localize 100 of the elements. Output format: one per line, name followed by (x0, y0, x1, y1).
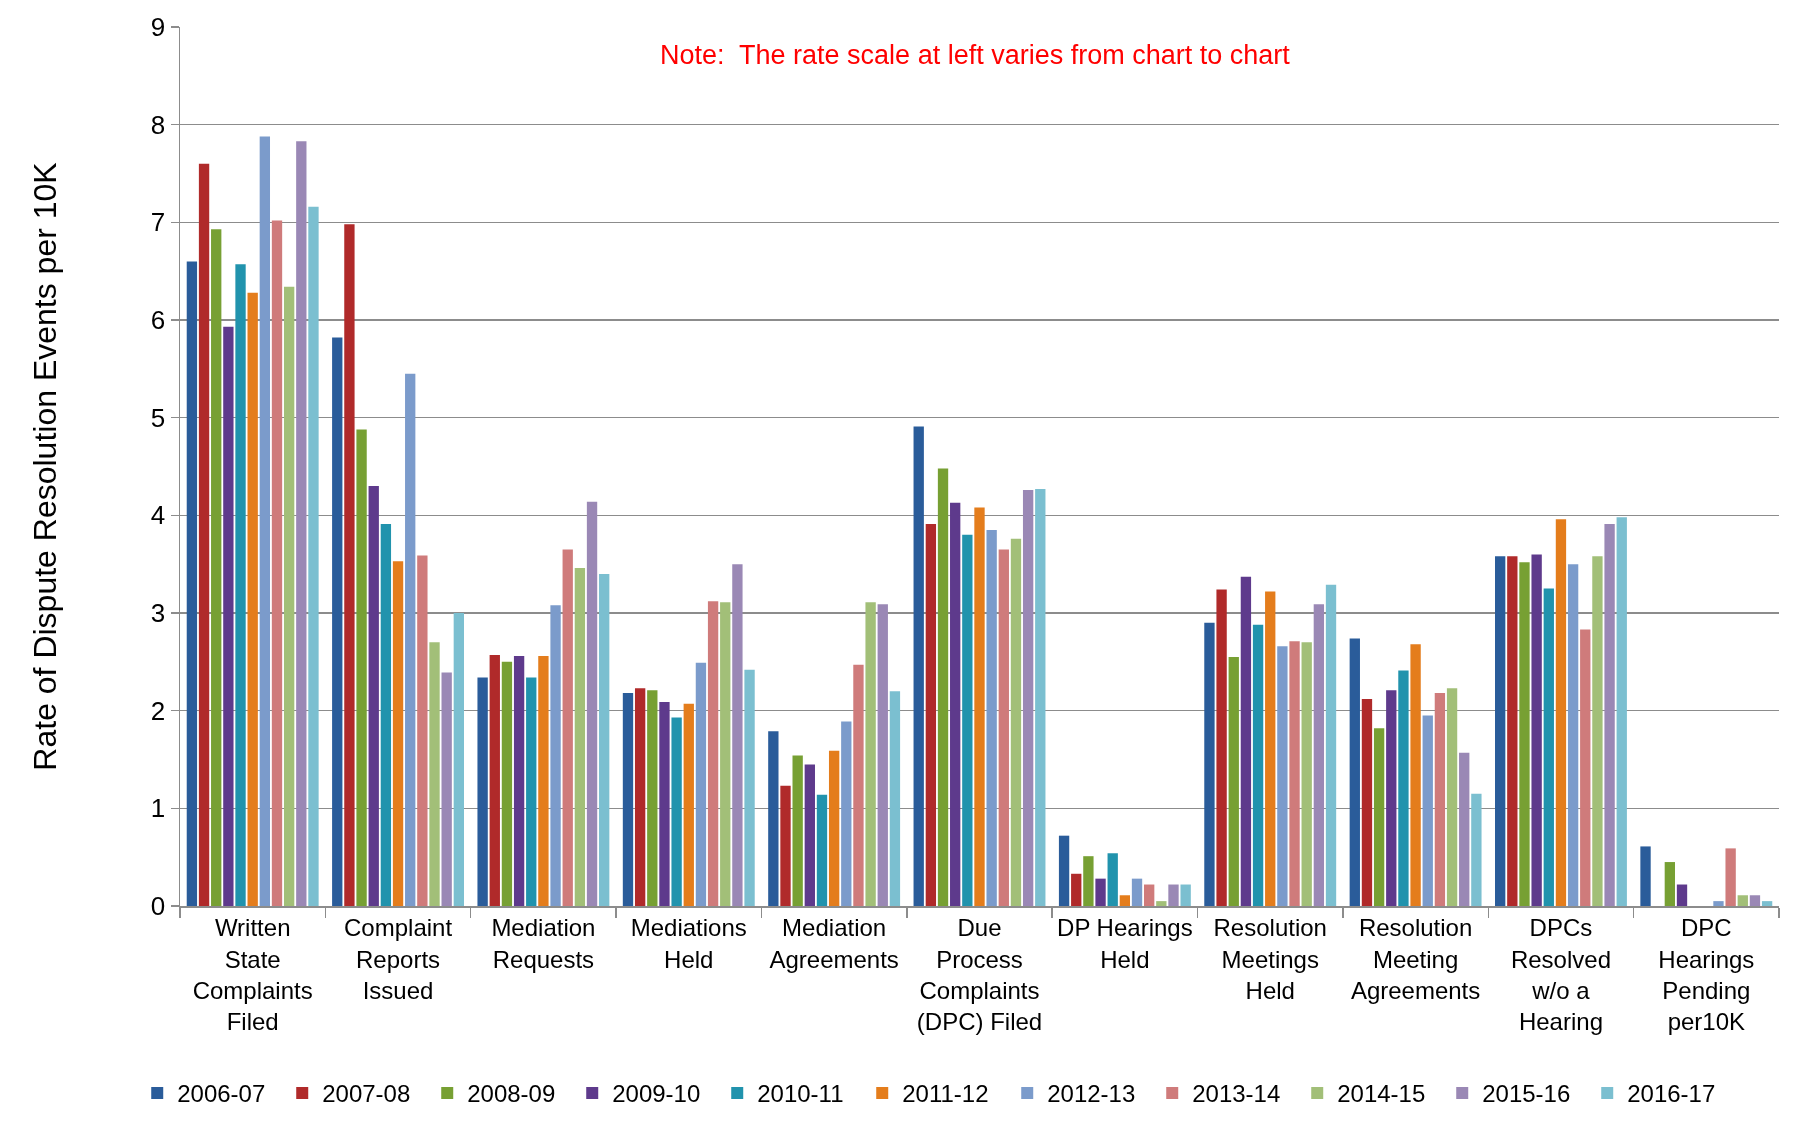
bar (283, 286, 295, 906)
bar (223, 326, 234, 906)
bar (828, 750, 840, 906)
bar (634, 688, 646, 906)
bar (247, 292, 258, 906)
bar (1265, 591, 1276, 906)
y-tick-label: 5 (150, 402, 166, 433)
bar (1289, 641, 1300, 906)
x-tick-label: DPCs Resolved w/o a Hearing (1510, 914, 1611, 1035)
bar (1083, 856, 1094, 906)
annotation: Note: The rate scale at left varies from chart to chart (660, 40, 1291, 70)
bar (235, 264, 246, 906)
bar (913, 426, 924, 906)
bar (1471, 793, 1482, 906)
bar (1071, 873, 1082, 906)
bar (622, 693, 634, 906)
bar (950, 502, 961, 906)
bar (1676, 884, 1688, 906)
x-tick-label: Resolution Meeting Agreements (1350, 914, 1481, 1004)
bar (1580, 629, 1591, 906)
bar (453, 613, 464, 906)
bar (1725, 848, 1736, 906)
bar (1592, 556, 1603, 906)
y-tick-label: 7 (150, 207, 166, 238)
bar (356, 429, 367, 906)
y-tick-label: 4 (150, 500, 166, 531)
x-tick-label: Mediations Held (630, 914, 747, 973)
legend-label: 2016-17 (1627, 1080, 1716, 1108)
x-tick-label: Mediation Requests (491, 914, 596, 973)
bar (1640, 846, 1651, 906)
bar (1240, 576, 1252, 906)
bar (720, 602, 731, 906)
bar (1495, 556, 1506, 906)
bar (1555, 519, 1567, 906)
bar (1168, 884, 1179, 906)
bar (1434, 693, 1446, 906)
bar (574, 568, 586, 906)
bar (1156, 901, 1167, 906)
bar (792, 755, 803, 906)
y-tick-label: 8 (150, 109, 166, 140)
bar (526, 677, 537, 906)
x-tick-label: DP Hearings Held (1057, 914, 1193, 973)
bar (889, 691, 901, 906)
legend-label: 2015-16 (1482, 1080, 1571, 1108)
bar (441, 672, 452, 906)
bar (562, 549, 573, 906)
bar (1446, 688, 1458, 906)
x-tick-label: Complaint Reports Issued (344, 914, 453, 1004)
bar (1519, 562, 1530, 906)
bar (599, 573, 610, 906)
bar (1313, 604, 1325, 906)
y-tick-label: 1 (150, 793, 166, 824)
y-tick-label: 2 (150, 695, 166, 726)
bar (695, 662, 707, 906)
bar (1507, 556, 1518, 906)
bar (1180, 884, 1191, 906)
x-tick-label: Written State Complaints Filed (192, 914, 313, 1035)
bar (1422, 715, 1433, 906)
bar (1713, 901, 1724, 906)
bar (1228, 656, 1239, 906)
bar (211, 229, 222, 906)
bar (1386, 690, 1397, 906)
legend-label: 2009-10 (612, 1080, 701, 1108)
bar (259, 136, 271, 906)
bar (707, 601, 719, 906)
bar (1131, 878, 1143, 906)
x-tick-label: DPC Hearings Pending per10K (1658, 914, 1755, 1035)
legend-label: 2012-13 (1047, 1080, 1136, 1108)
bar (1664, 862, 1676, 906)
legend-label: 2013-14 (1192, 1080, 1281, 1108)
legend-label: 2008-09 (467, 1080, 556, 1108)
bar (986, 529, 997, 906)
bar (1119, 895, 1131, 906)
bar (683, 703, 694, 906)
bar (659, 701, 670, 906)
bar (1144, 884, 1155, 906)
bar (1325, 584, 1337, 906)
bar (1301, 642, 1312, 906)
bar (937, 468, 949, 906)
bar (1604, 524, 1615, 906)
bar (877, 604, 888, 906)
bar (962, 534, 973, 906)
legend-label: 2010-11 (757, 1080, 844, 1108)
bar (489, 655, 500, 906)
bar (550, 605, 561, 906)
bar (647, 690, 658, 906)
legend-label: 2014-15 (1337, 1080, 1426, 1108)
bar (744, 669, 755, 906)
bar (429, 642, 440, 906)
bar (671, 717, 682, 906)
bar (998, 549, 1009, 906)
bar (1373, 728, 1385, 906)
y-axis-title: Rate of Dispute Resolution Events per 10K (27, 162, 64, 771)
legend-label: 2011-12 (902, 1080, 989, 1108)
y-tick-label: 0 (150, 891, 166, 922)
bar (1277, 646, 1288, 906)
bar (865, 602, 876, 906)
bar (1567, 564, 1579, 906)
bar (586, 501, 598, 906)
bar (1737, 895, 1748, 906)
